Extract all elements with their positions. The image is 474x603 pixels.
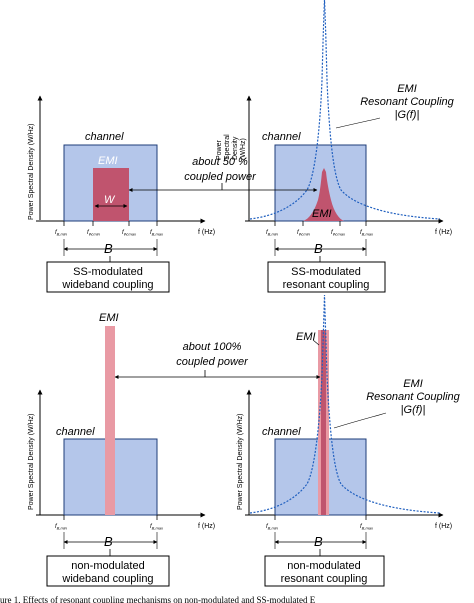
figure-caption: ure 1. Effects of resonant coupling mech… bbox=[0, 595, 316, 603]
resonant-label-2: Resonant Coupling bbox=[366, 391, 460, 403]
emi-label: EMI bbox=[296, 331, 316, 343]
x-axis-label: f (Hz) bbox=[198, 229, 215, 236]
coupling-arrow-top: about 50 % coupled power bbox=[128, 156, 318, 192]
panel-ss-resonant: Power Spectral Density (W/Hz) f (Hz) cha… bbox=[216, 0, 455, 293]
resonant-label-1: EMI bbox=[397, 83, 417, 95]
emi-label: EMI bbox=[312, 208, 332, 220]
y-axis-label-stacked: Power Spectral Density (W/Hz) bbox=[216, 132, 247, 160]
box-ss-wideband bbox=[46, 261, 170, 293]
tick-fb-min: fB,min bbox=[266, 524, 279, 531]
b-label: B bbox=[104, 534, 113, 549]
box-nm-resonant-line1: non-modulated bbox=[287, 560, 360, 572]
emi-band bbox=[93, 168, 129, 221]
tick-fw-min: fW,min bbox=[297, 230, 311, 237]
coupling-bottom-line1: about 100% bbox=[183, 341, 242, 353]
box-nm-resonant bbox=[264, 555, 385, 587]
channel-label: channel bbox=[262, 131, 301, 143]
resonant-leader bbox=[335, 117, 381, 129]
box-nm-resonant-line2: resonant coupling bbox=[281, 573, 368, 585]
panel-nm-wideband: Power Spectral Density (W/Hz) f (Hz) cha… bbox=[28, 312, 215, 587]
tick-fw-max: fW,max bbox=[122, 230, 137, 237]
tick-fw-max: fW,max bbox=[331, 230, 346, 237]
emi-label: EMI bbox=[98, 155, 118, 167]
panel-nm-resonant: Power Spectral Density (W/Hz) f (Hz) cha… bbox=[237, 294, 461, 587]
x-axis-label: f (Hz) bbox=[198, 523, 215, 530]
panel-ss-wideband: Power Spectral Density (W/Hz) f (Hz) cha… bbox=[28, 95, 215, 293]
b-label: B bbox=[314, 534, 323, 549]
tick-fb-max: fB,max bbox=[150, 230, 164, 237]
y-axis-label: Power Spectral Density (W/Hz) bbox=[237, 414, 244, 510]
b-label: B bbox=[104, 241, 113, 256]
coupling-bottom-line2: coupled power bbox=[176, 356, 249, 368]
coupling-arrow-bottom: about 100% coupled power bbox=[114, 341, 321, 379]
emi-coupled-core bbox=[321, 330, 326, 515]
b-label: B bbox=[314, 241, 323, 256]
box-ss-wideband-line1: SS-modulated bbox=[73, 266, 143, 278]
channel-label: channel bbox=[56, 426, 95, 438]
tick-fb-max: fB,max bbox=[150, 524, 164, 531]
resonant-label-2: Resonant Coupling bbox=[360, 96, 454, 108]
resonance-curve bbox=[249, 0, 441, 220]
tick-fb-max: fB,max bbox=[360, 524, 374, 531]
box-nm-wideband bbox=[46, 555, 170, 587]
box-ss-wideband-line2: wideband coupling bbox=[61, 279, 153, 291]
box-ss-resonant bbox=[267, 261, 386, 293]
emi-label: EMI bbox=[99, 312, 119, 324]
box-nm-wideband-line1: non-modulated bbox=[71, 560, 144, 572]
coupling-top-line1: about 50 % bbox=[192, 156, 248, 168]
coupling-top-line2: coupled power bbox=[184, 171, 257, 183]
resonant-label-3: |G(f)| bbox=[395, 109, 420, 121]
x-axis-label: f (Hz) bbox=[435, 523, 452, 530]
resonant-label-3: |G(f)| bbox=[401, 404, 426, 416]
resonant-label-1: EMI bbox=[403, 378, 423, 390]
emi-narrow-band bbox=[105, 326, 115, 515]
channel-label: channel bbox=[262, 426, 301, 438]
box-ss-resonant-line1: SS-modulated bbox=[291, 266, 361, 278]
w-label: W bbox=[104, 194, 116, 206]
box-nm-wideband-line2: wideband coupling bbox=[61, 573, 153, 585]
tick-fb-min: fB,min bbox=[55, 524, 68, 531]
y-axis-label: Power Spectral Density (W/Hz) bbox=[28, 414, 35, 510]
x-axis-label: f (Hz) bbox=[435, 229, 452, 236]
tick-fb-max: fB,max bbox=[360, 230, 374, 237]
tick-fb-min: fB,min bbox=[266, 230, 279, 237]
resonant-leader bbox=[333, 412, 387, 429]
emi-resonant-shape bbox=[303, 168, 344, 221]
resonance-curve bbox=[249, 294, 441, 514]
y-axis-label: Power Spectral Density (W/Hz) bbox=[28, 124, 35, 220]
tick-fb-min: fB,min bbox=[55, 230, 68, 237]
box-ss-resonant-line2: resonant coupling bbox=[283, 279, 370, 291]
tick-fw-min: fW,min bbox=[87, 230, 101, 237]
channel-label: channel bbox=[85, 131, 124, 143]
